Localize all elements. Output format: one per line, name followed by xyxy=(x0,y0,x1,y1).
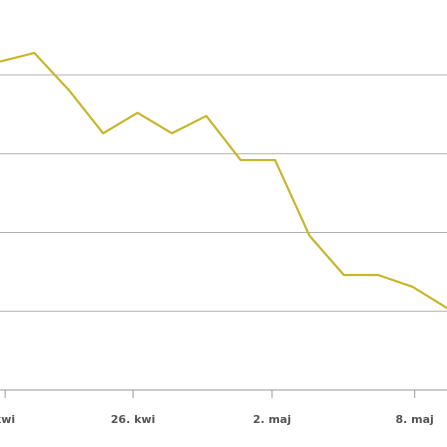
line xyxy=(0,51,447,310)
x-tick-label: 26. kwi xyxy=(111,413,156,426)
x-tick-label: 8. maj xyxy=(396,413,434,426)
x-tick-label: 2. maj xyxy=(253,413,291,426)
x-tick-label: kwi xyxy=(0,413,15,426)
